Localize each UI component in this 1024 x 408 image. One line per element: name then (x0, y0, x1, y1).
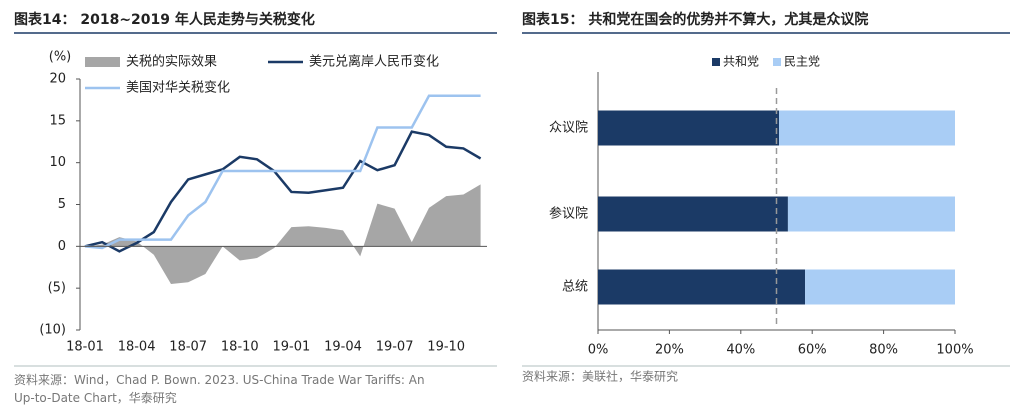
x-tick-label: 40% (726, 343, 755, 358)
x-tick-label: 18-04 (118, 340, 156, 355)
y-tick-label: 0 (58, 239, 66, 254)
x-tick-label: 19-07 (376, 340, 414, 355)
x-tick-label: 19-01 (273, 340, 311, 355)
x-tick-label: 19-04 (324, 340, 362, 355)
bar (598, 269, 806, 305)
source: 资料来源：Wind，Chad P. Bown. 2023. US-China T… (14, 373, 425, 405)
y-tick-label: 总统 (562, 280, 588, 295)
bar (787, 196, 955, 232)
y-tick-label: 参议院 (549, 206, 588, 222)
bar (778, 110, 955, 146)
x-tick-label: 18-01 (66, 340, 104, 355)
legend-swatch (85, 57, 120, 67)
chart-title: 图表15： 共和党在国会的优势并不算大，尤其是众议院 (522, 11, 868, 28)
legend-swatch (712, 58, 720, 66)
x-tick-label: 18-10 (221, 340, 259, 355)
legend-label: 美元兑离岸人民币变化 (309, 54, 439, 70)
y-tick-label: 10 (49, 155, 66, 170)
bar (598, 196, 788, 232)
legend-label: 民主党 (784, 54, 820, 69)
bar (805, 269, 955, 305)
legend-swatch (773, 58, 781, 66)
legend-label: 共和党 (723, 54, 759, 69)
x-tick-label: 100% (936, 343, 973, 358)
y-tick-label: 众议院 (549, 121, 588, 136)
y-axis-label: (%) (49, 50, 72, 65)
y-tick-label: 15 (49, 113, 66, 128)
legend-label: 关税的实际效果 (126, 54, 217, 70)
source: 资料来源：美联社，华泰研究 (522, 369, 678, 384)
x-tick-label: 20% (655, 343, 684, 358)
line (84, 94, 481, 250)
x-tick-label: 18-07 (169, 340, 207, 355)
chart-title: 图表14： 2018~2019 年人民走势与关税变化 (14, 11, 315, 28)
y-tick-label: 20 (49, 72, 66, 87)
y-tick-label: (10) (39, 323, 66, 338)
y-tick-label: (5) (48, 281, 66, 296)
x-tick-label: 60% (798, 343, 827, 358)
bar (598, 110, 779, 146)
y-tick-label: 5 (58, 197, 66, 212)
area (85, 184, 481, 284)
x-tick-label: 0% (588, 343, 609, 358)
x-tick-label: 19-10 (427, 340, 465, 355)
x-tick-label: 80% (869, 343, 898, 358)
line (84, 130, 482, 253)
legend-label: 美国对华关税变化 (126, 80, 230, 96)
